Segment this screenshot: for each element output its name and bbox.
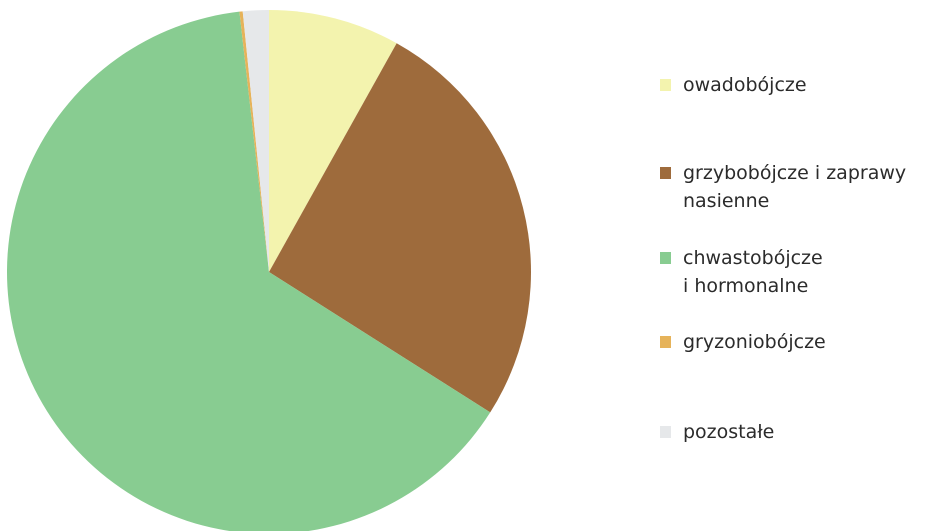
- legend-entry: grzybobójcze i zaprawy nasienne: [660, 159, 906, 215]
- legend-label: grzybobójcze i zaprawy nasienne: [683, 162, 907, 212]
- legend-label: pozostałe: [683, 421, 775, 443]
- legend-entry: pozostałe: [660, 418, 774, 446]
- pie-slice: [269, 10, 397, 272]
- pie-slice: [239, 11, 269, 272]
- pie-slice: [7, 11, 491, 531]
- legend-entry: owadobójcze: [660, 71, 807, 99]
- legend-swatch: [660, 336, 671, 348]
- legend-swatch: [660, 79, 671, 91]
- pie-slice: [269, 43, 531, 413]
- legend-label: chwastobójcze i hormonalne: [683, 247, 823, 297]
- legend-swatch: [660, 252, 671, 264]
- legend-entry: gryzoniobójcze: [660, 328, 826, 356]
- pie-slice: [242, 10, 269, 272]
- legend-label: gryzoniobójcze: [683, 331, 826, 353]
- legend-swatch: [660, 426, 671, 438]
- legend-swatch: [660, 167, 671, 179]
- legend-entry: chwastobójcze i hormonalne: [660, 244, 823, 300]
- legend-label: owadobójcze: [683, 74, 807, 96]
